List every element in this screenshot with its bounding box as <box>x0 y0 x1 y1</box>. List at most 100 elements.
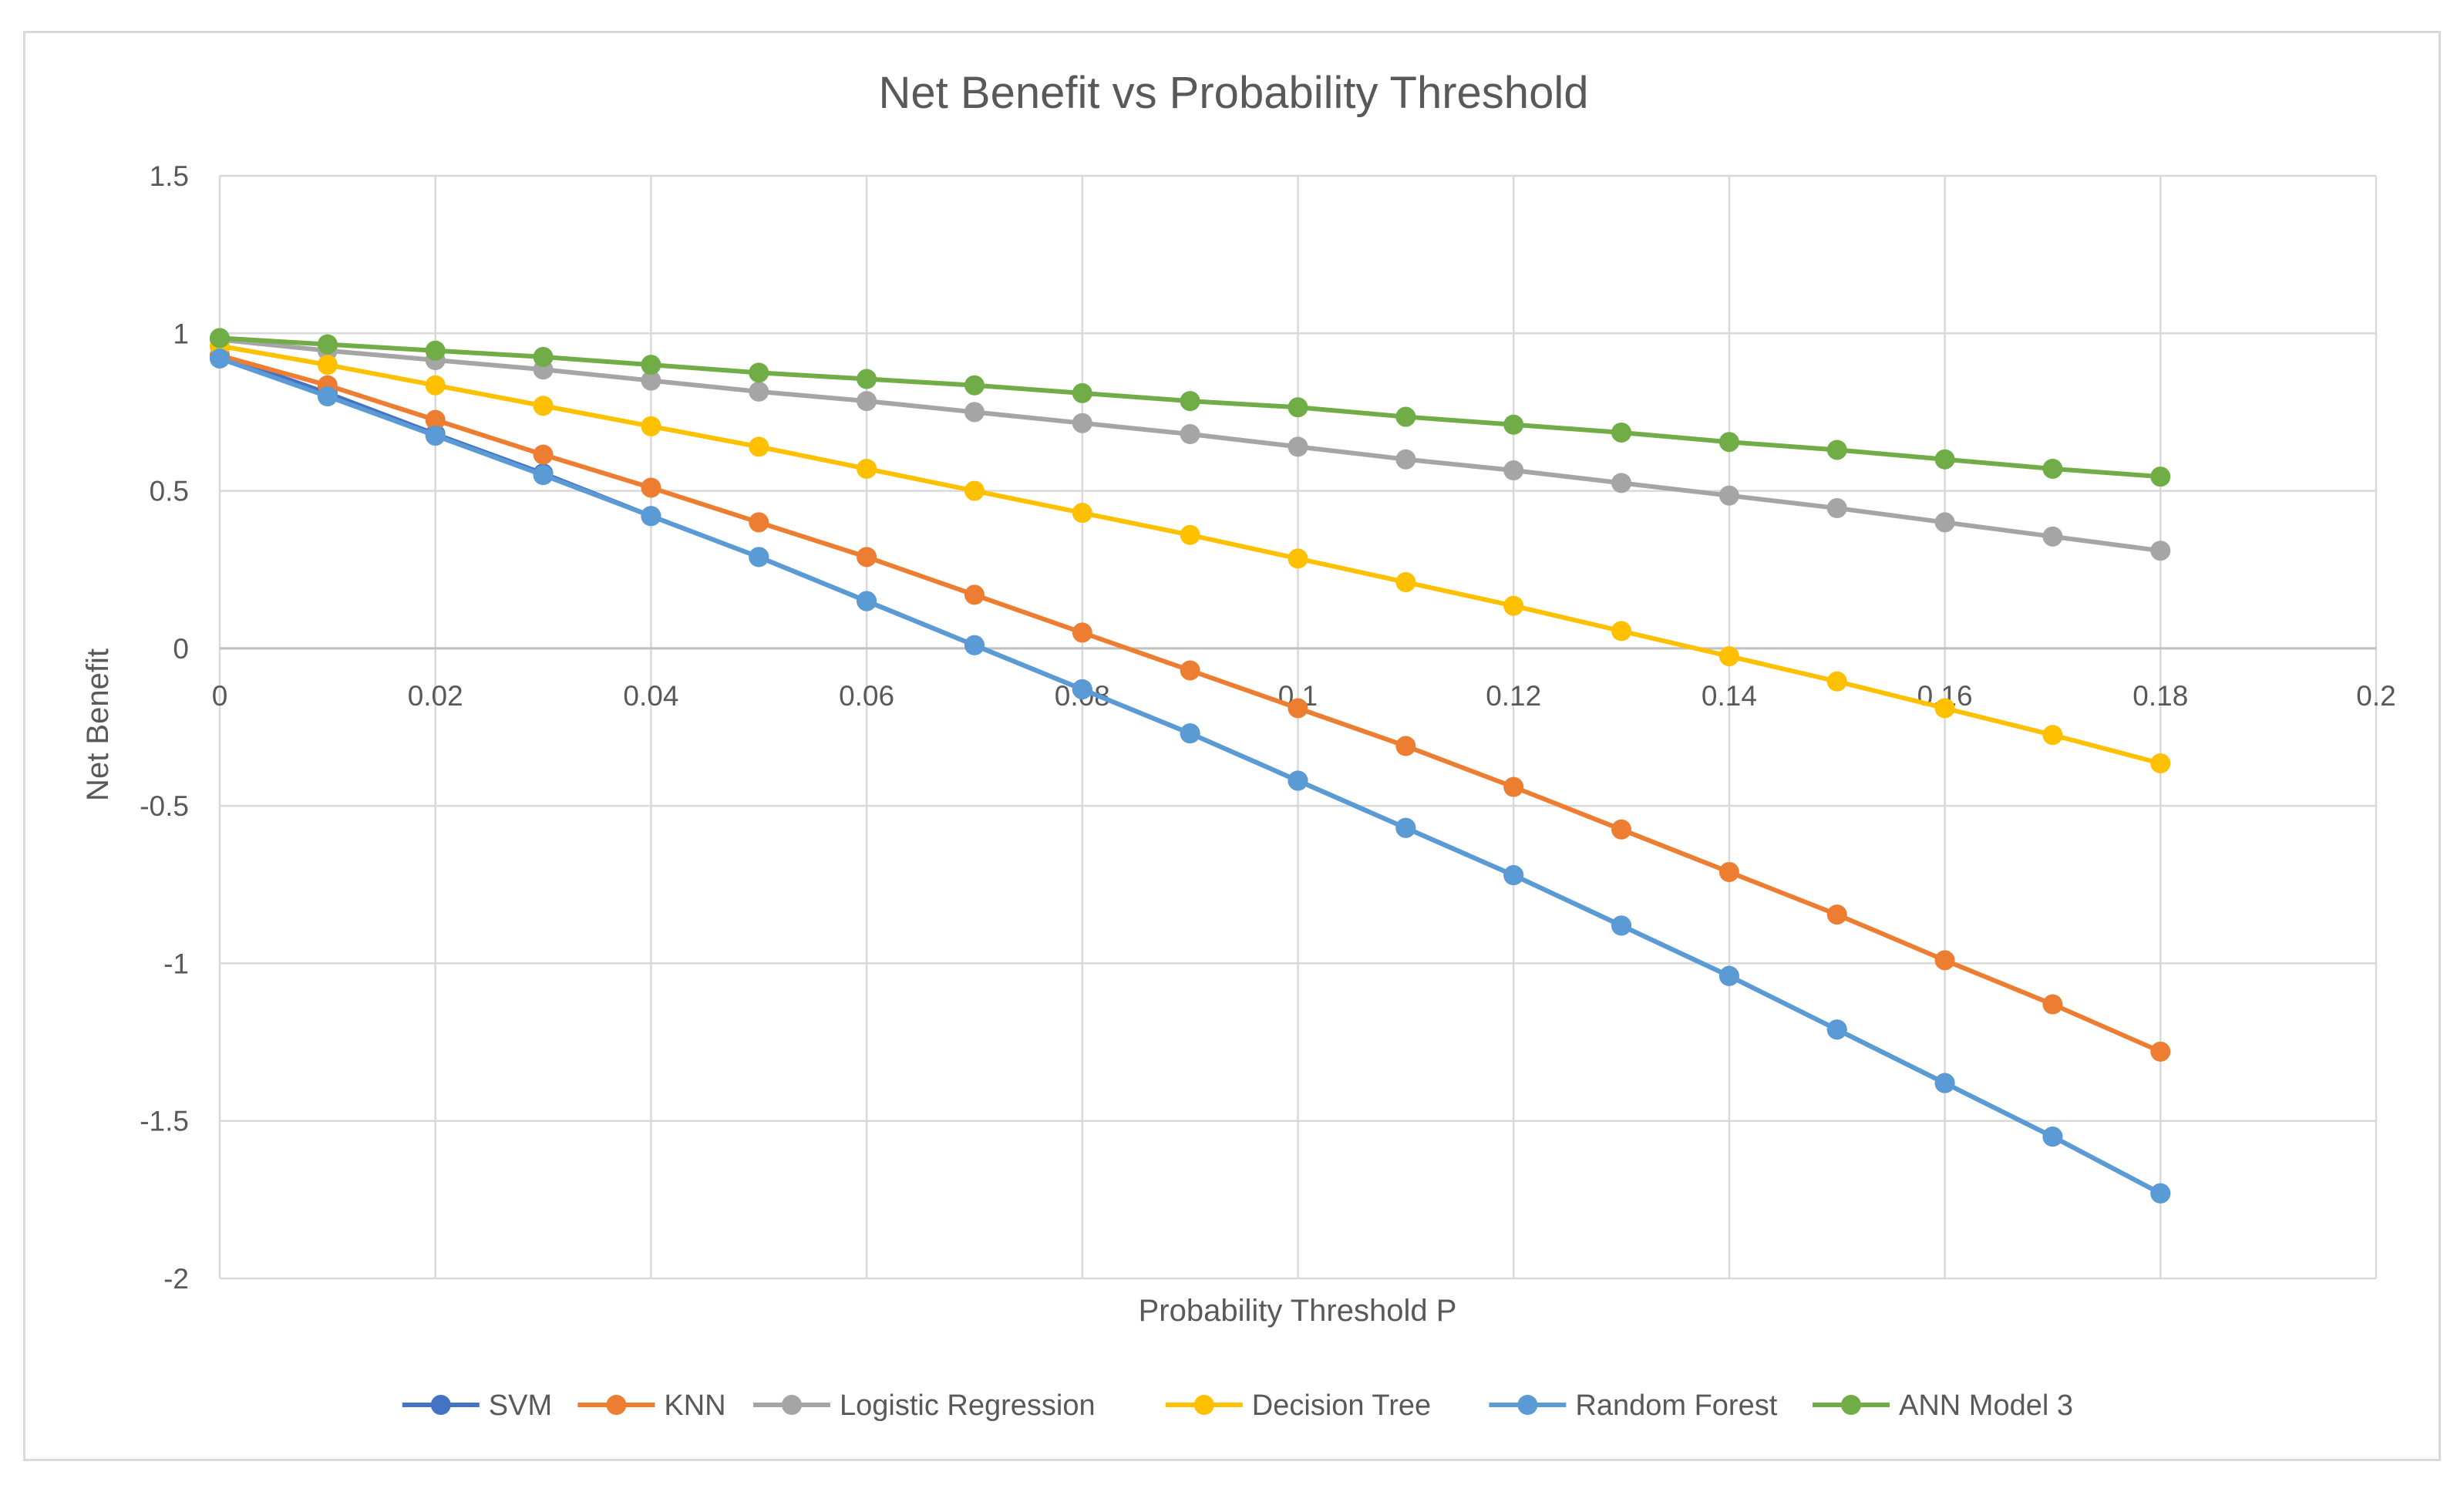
x-tick-label: 0.04 <box>623 680 678 712</box>
data-point-knn <box>1718 861 1739 882</box>
data-point-random-forest <box>1072 679 1092 699</box>
x-tick-label: 0.02 <box>408 680 463 712</box>
data-point-logistic-regression <box>1934 512 1955 533</box>
legend-item-random-forest: Random Forest <box>1489 1389 1778 1422</box>
data-point-knn <box>964 584 985 605</box>
data-point-random-forest <box>1503 865 1524 886</box>
data-point-decision-tree <box>533 396 554 416</box>
data-point-decision-tree <box>425 375 446 396</box>
legend-swatch-marker <box>1517 1395 1538 1415</box>
legend-label: KNN <box>664 1389 725 1422</box>
data-point-random-forest <box>2150 1183 2171 1204</box>
data-point-random-forest <box>425 426 446 446</box>
chart-title: Net Benefit vs Probability Threshold <box>879 68 1589 118</box>
data-point-decision-tree <box>1180 524 1200 545</box>
data-point-random-forest <box>1718 965 1739 986</box>
data-point-logistic-regression <box>964 402 985 423</box>
data-point-decision-tree <box>641 416 661 436</box>
x-axis-ticks: 00.020.040.060.080.10.120.140.160.180.2 <box>212 680 2396 712</box>
data-point-decision-tree <box>1934 698 1955 719</box>
legend-item-logistic-regression: Logistic Regression <box>753 1389 1096 1422</box>
data-point-logistic-regression <box>1826 498 1847 519</box>
data-point-logistic-regression <box>1180 424 1200 445</box>
legend-item-decision-tree: Decision Tree <box>1165 1389 1431 1422</box>
y-axis-ticks: 1.5 1 0.5 0 -0.5 -1 -1.5 -2 <box>140 160 189 1295</box>
data-point-knn <box>1503 776 1524 797</box>
data-point-knn <box>2150 1041 2171 1062</box>
data-point-random-forest <box>1288 770 1308 791</box>
x-tick-label: 0.2 <box>2356 680 2395 712</box>
data-point-ann-model-3 <box>964 375 985 396</box>
legend-item-ann-model-3: ANN Model 3 <box>1813 1389 2073 1422</box>
series-svm <box>210 345 2171 1204</box>
x-tick-label: 0.12 <box>1486 680 1541 712</box>
chart-frame <box>23 31 2441 1461</box>
legend-label: Decision Tree <box>1252 1389 1431 1422</box>
data-point-random-forest <box>1934 1073 1955 1093</box>
legend-swatch-marker <box>430 1395 451 1415</box>
y-axis-title: Net Benefit <box>81 648 115 801</box>
legend-label: Logistic Regression <box>840 1389 1096 1422</box>
data-point-ann-model-3 <box>749 362 769 383</box>
data-point-random-forest <box>533 465 554 486</box>
data-point-ann-model-3 <box>210 328 230 349</box>
y-tick-label: -1.5 <box>140 1106 189 1137</box>
data-point-ann-model-3 <box>2150 466 2171 487</box>
data-point-ann-model-3 <box>1180 391 1200 412</box>
x-tick-label: 0.18 <box>2132 680 2188 712</box>
series-line-svm <box>219 353 2162 1196</box>
x-tick-label: 0.06 <box>839 680 894 712</box>
series-decision-tree <box>210 335 2171 773</box>
data-point-knn <box>1611 819 1632 840</box>
legend-swatch-marker <box>782 1395 802 1415</box>
data-point-ann-model-3 <box>1934 449 1955 470</box>
data-point-logistic-regression <box>1288 436 1308 457</box>
data-point-decision-tree <box>1611 621 1632 642</box>
data-point-ann-model-3 <box>1395 406 1416 427</box>
data-point-knn <box>749 512 769 533</box>
data-point-knn <box>857 547 877 567</box>
y-tick-label: -2 <box>163 1263 189 1295</box>
data-point-ann-model-3 <box>2042 458 2063 479</box>
series-line-random-forest <box>219 356 2162 1196</box>
legend-label: Random Forest <box>1575 1389 1777 1422</box>
legend-swatch-marker <box>1193 1395 1214 1415</box>
data-point-ann-model-3 <box>1503 414 1524 435</box>
data-point-ann-model-3 <box>425 340 446 361</box>
legend-swatch-marker <box>1841 1395 1861 1415</box>
data-point-ann-model-3 <box>317 334 338 355</box>
data-point-logistic-regression <box>1503 460 1524 481</box>
x-tick-label: 0 <box>212 680 228 712</box>
data-point-knn <box>1934 950 1955 971</box>
data-point-logistic-regression <box>857 391 877 412</box>
y-tick-label: 0.5 <box>150 476 189 507</box>
data-point-knn <box>1395 736 1416 756</box>
data-point-ann-model-3 <box>857 369 877 389</box>
data-point-logistic-regression <box>641 370 661 391</box>
data-point-logistic-regression <box>749 381 769 402</box>
data-point-logistic-regression <box>1611 473 1632 493</box>
data-point-ann-model-3 <box>1826 440 1847 460</box>
series-lines <box>210 328 2171 1204</box>
data-point-logistic-regression <box>2042 526 2063 547</box>
data-point-knn <box>425 409 446 430</box>
data-point-random-forest <box>2042 1127 2063 1147</box>
data-point-decision-tree <box>964 480 985 501</box>
data-point-decision-tree <box>317 355 338 376</box>
y-tick-label: 1 <box>173 318 189 349</box>
legend: SVM KNN Logistic Regression Decision Tree Ra… <box>402 1389 2073 1422</box>
data-point-ann-model-3 <box>1611 422 1632 443</box>
data-point-decision-tree <box>1072 503 1092 524</box>
data-point-random-forest <box>1826 1019 1847 1040</box>
data-point-logistic-regression <box>2150 541 2171 561</box>
data-point-random-forest <box>1180 723 1200 744</box>
data-point-knn <box>1072 622 1092 643</box>
data-point-random-forest <box>210 348 230 369</box>
data-point-ann-model-3 <box>641 355 661 376</box>
data-point-random-forest <box>857 591 877 611</box>
data-point-logistic-regression <box>1072 413 1092 433</box>
data-point-decision-tree <box>749 436 769 457</box>
data-point-logistic-regression <box>1395 449 1416 470</box>
y-tick-label: 1.5 <box>150 160 189 192</box>
